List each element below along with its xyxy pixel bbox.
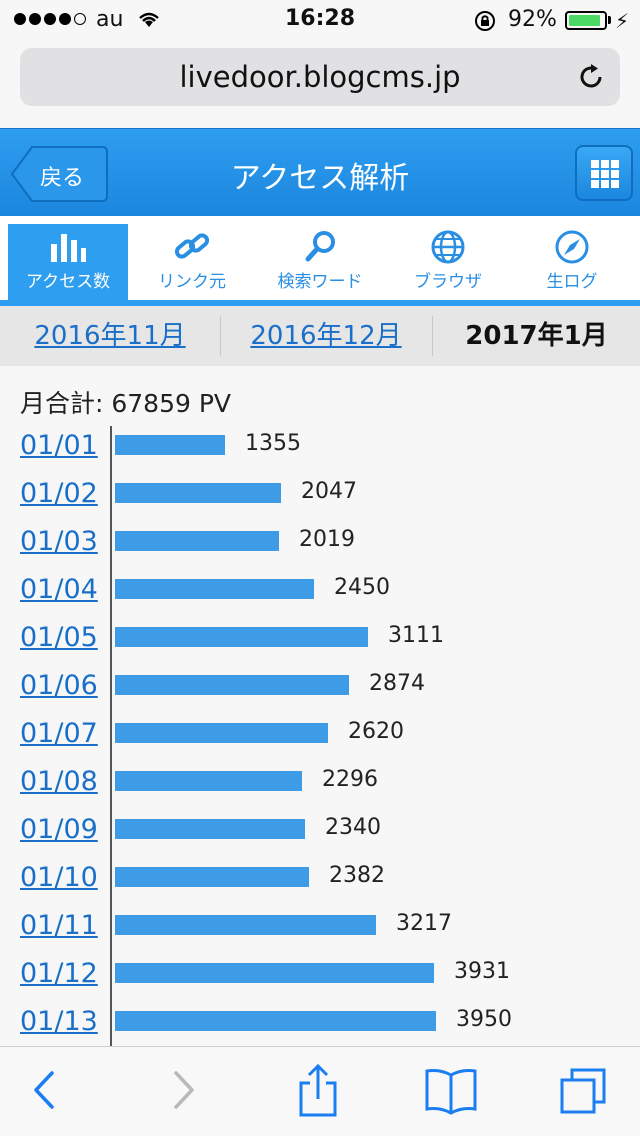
chart-row: 01/08 2296 (0, 760, 640, 808)
charging-bolt-icon: ⚡ (615, 9, 630, 33)
chart-bar (115, 483, 281, 503)
chart-bar (115, 723, 328, 743)
chart-date-link[interactable]: 01/08 (20, 766, 98, 797)
chart-date-link[interactable]: 01/06 (20, 670, 98, 701)
chart-value-label: 3931 (454, 959, 510, 984)
chart-bar (115, 963, 434, 983)
browser-toolbar (0, 1046, 640, 1136)
battery-percent: 92% (508, 7, 557, 32)
chart-row: 01/10 2382 (0, 856, 640, 904)
chart-row: 01/13 3950 (0, 1000, 640, 1048)
chart-bar (115, 627, 368, 647)
chart-row: 01/12 3931 (0, 952, 640, 1000)
chart-row: 01/02 2047 (0, 472, 640, 520)
chart-bar (115, 867, 309, 887)
chart-value-label: 2296 (322, 767, 378, 792)
chart-value-label: 1355 (245, 431, 301, 456)
chart-row: 01/09 2340 (0, 808, 640, 856)
link-icon (174, 233, 210, 259)
chart-row: 01/01 1355 (0, 424, 640, 472)
chart-value-label: 2620 (348, 719, 404, 744)
grid-menu-icon (591, 160, 619, 188)
chart-row: 01/03 2019 (0, 520, 640, 568)
chart-bar (115, 915, 376, 935)
chart-row: 01/07 2620 (0, 712, 640, 760)
tab-browser[interactable]: ブラウザ (388, 224, 508, 300)
chart-bar (115, 771, 302, 791)
url-text[interactable]: livedoor.blogcms.jp (179, 60, 461, 94)
chart-date-link[interactable]: 01/04 (20, 574, 98, 605)
chart-value-label: 3111 (388, 623, 444, 648)
back-arrow-icon[interactable] (30, 1069, 58, 1111)
tab-search-words[interactable]: 検索ワード (260, 224, 380, 300)
battery-icon (565, 11, 607, 30)
chart-bar (115, 819, 305, 839)
chart-date-link[interactable]: 01/10 (20, 862, 98, 893)
bar-chart-icon (51, 234, 86, 262)
tab-access-count[interactable]: アクセス数 (8, 224, 128, 300)
chart-bar (115, 579, 314, 599)
address-bar[interactable]: livedoor.blogcms.jp (20, 48, 620, 106)
chart-row: 01/05 3111 (0, 616, 640, 664)
tabs-icon[interactable] (558, 1067, 608, 1117)
reload-icon[interactable] (576, 62, 606, 92)
carrier-label: au (96, 7, 124, 32)
tab-raw-log[interactable]: 生ログ (512, 224, 632, 300)
rotation-lock-icon (475, 11, 495, 31)
chart-date-link[interactable]: 01/11 (20, 910, 98, 941)
chart-bar (115, 435, 225, 455)
chart-date-link[interactable]: 01/12 (20, 958, 98, 989)
month-link-2016-11[interactable]: 2016年11月 (34, 321, 186, 351)
chart-axis (110, 426, 112, 1046)
chart-value-label: 3950 (456, 1007, 512, 1032)
wifi-icon (139, 12, 159, 27)
app-header: 戻る アクセス解析 (0, 128, 640, 216)
tab-label: アクセス数 (25, 272, 111, 292)
bookmarks-icon[interactable] (424, 1067, 478, 1115)
chart-date-link[interactable]: 01/05 (20, 622, 98, 653)
chart-date-link[interactable]: 01/01 (20, 430, 98, 461)
month-current: 2017年1月 (465, 321, 608, 351)
chart-date-link[interactable]: 01/02 (20, 478, 98, 509)
access-chart: 月合計: 67859 PV 01/01 1355 01/02 2047 01/03 201… (0, 366, 640, 1046)
forward-arrow-icon[interactable] (170, 1069, 198, 1111)
status-bar: au 16:28 92% ⚡ (0, 0, 640, 40)
tab-label: ブラウザ (414, 272, 482, 292)
chart-value-label: 2047 (301, 479, 357, 504)
tab-bar: アクセス数 リンク元 検索ワード ブラウザ 生ログ (0, 216, 640, 306)
chart-bar (115, 531, 279, 551)
signal-strength-icon (14, 13, 86, 25)
monthly-total: 月合計: 67859 PV (20, 389, 232, 418)
page-title: アクセス解析 (230, 161, 410, 196)
compass-icon (555, 230, 589, 264)
chart-value-label: 2450 (334, 575, 390, 600)
share-icon[interactable] (296, 1063, 340, 1119)
chart-bar (115, 675, 349, 695)
chart-row: 01/06 2874 (0, 664, 640, 712)
clock: 16:28 (284, 6, 356, 31)
chart-row: 01/11 3217 (0, 904, 640, 952)
tab-label: リンク元 (158, 272, 226, 292)
chart-value-label: 2340 (325, 815, 381, 840)
tab-label: 検索ワード (277, 272, 363, 292)
search-icon (305, 231, 335, 262)
chart-bar (115, 1011, 436, 1031)
month-selector: 2016年11月 2016年12月 2017年1月 (0, 306, 640, 366)
chart-row: 01/04 2450 (0, 568, 640, 616)
chart-date-link[interactable]: 01/03 (20, 526, 98, 557)
chart-value-label: 2019 (299, 527, 355, 552)
chart-date-link[interactable]: 01/07 (20, 718, 98, 749)
grid-menu-button[interactable] (575, 145, 633, 201)
chart-date-link[interactable]: 01/09 (20, 814, 98, 845)
tab-referrer[interactable]: リンク元 (132, 224, 252, 300)
chart-value-label: 3217 (396, 911, 452, 936)
chart-date-link[interactable]: 01/13 (20, 1006, 98, 1037)
tab-label: 生ログ (546, 272, 598, 292)
chart-value-label: 2382 (329, 863, 385, 888)
chart-value-label: 2874 (369, 671, 425, 696)
back-button[interactable]: 戻る (10, 146, 108, 202)
globe-icon (431, 230, 465, 264)
back-button-label: 戻る (40, 166, 85, 191)
month-link-2016-12[interactable]: 2016年12月 (250, 321, 402, 351)
